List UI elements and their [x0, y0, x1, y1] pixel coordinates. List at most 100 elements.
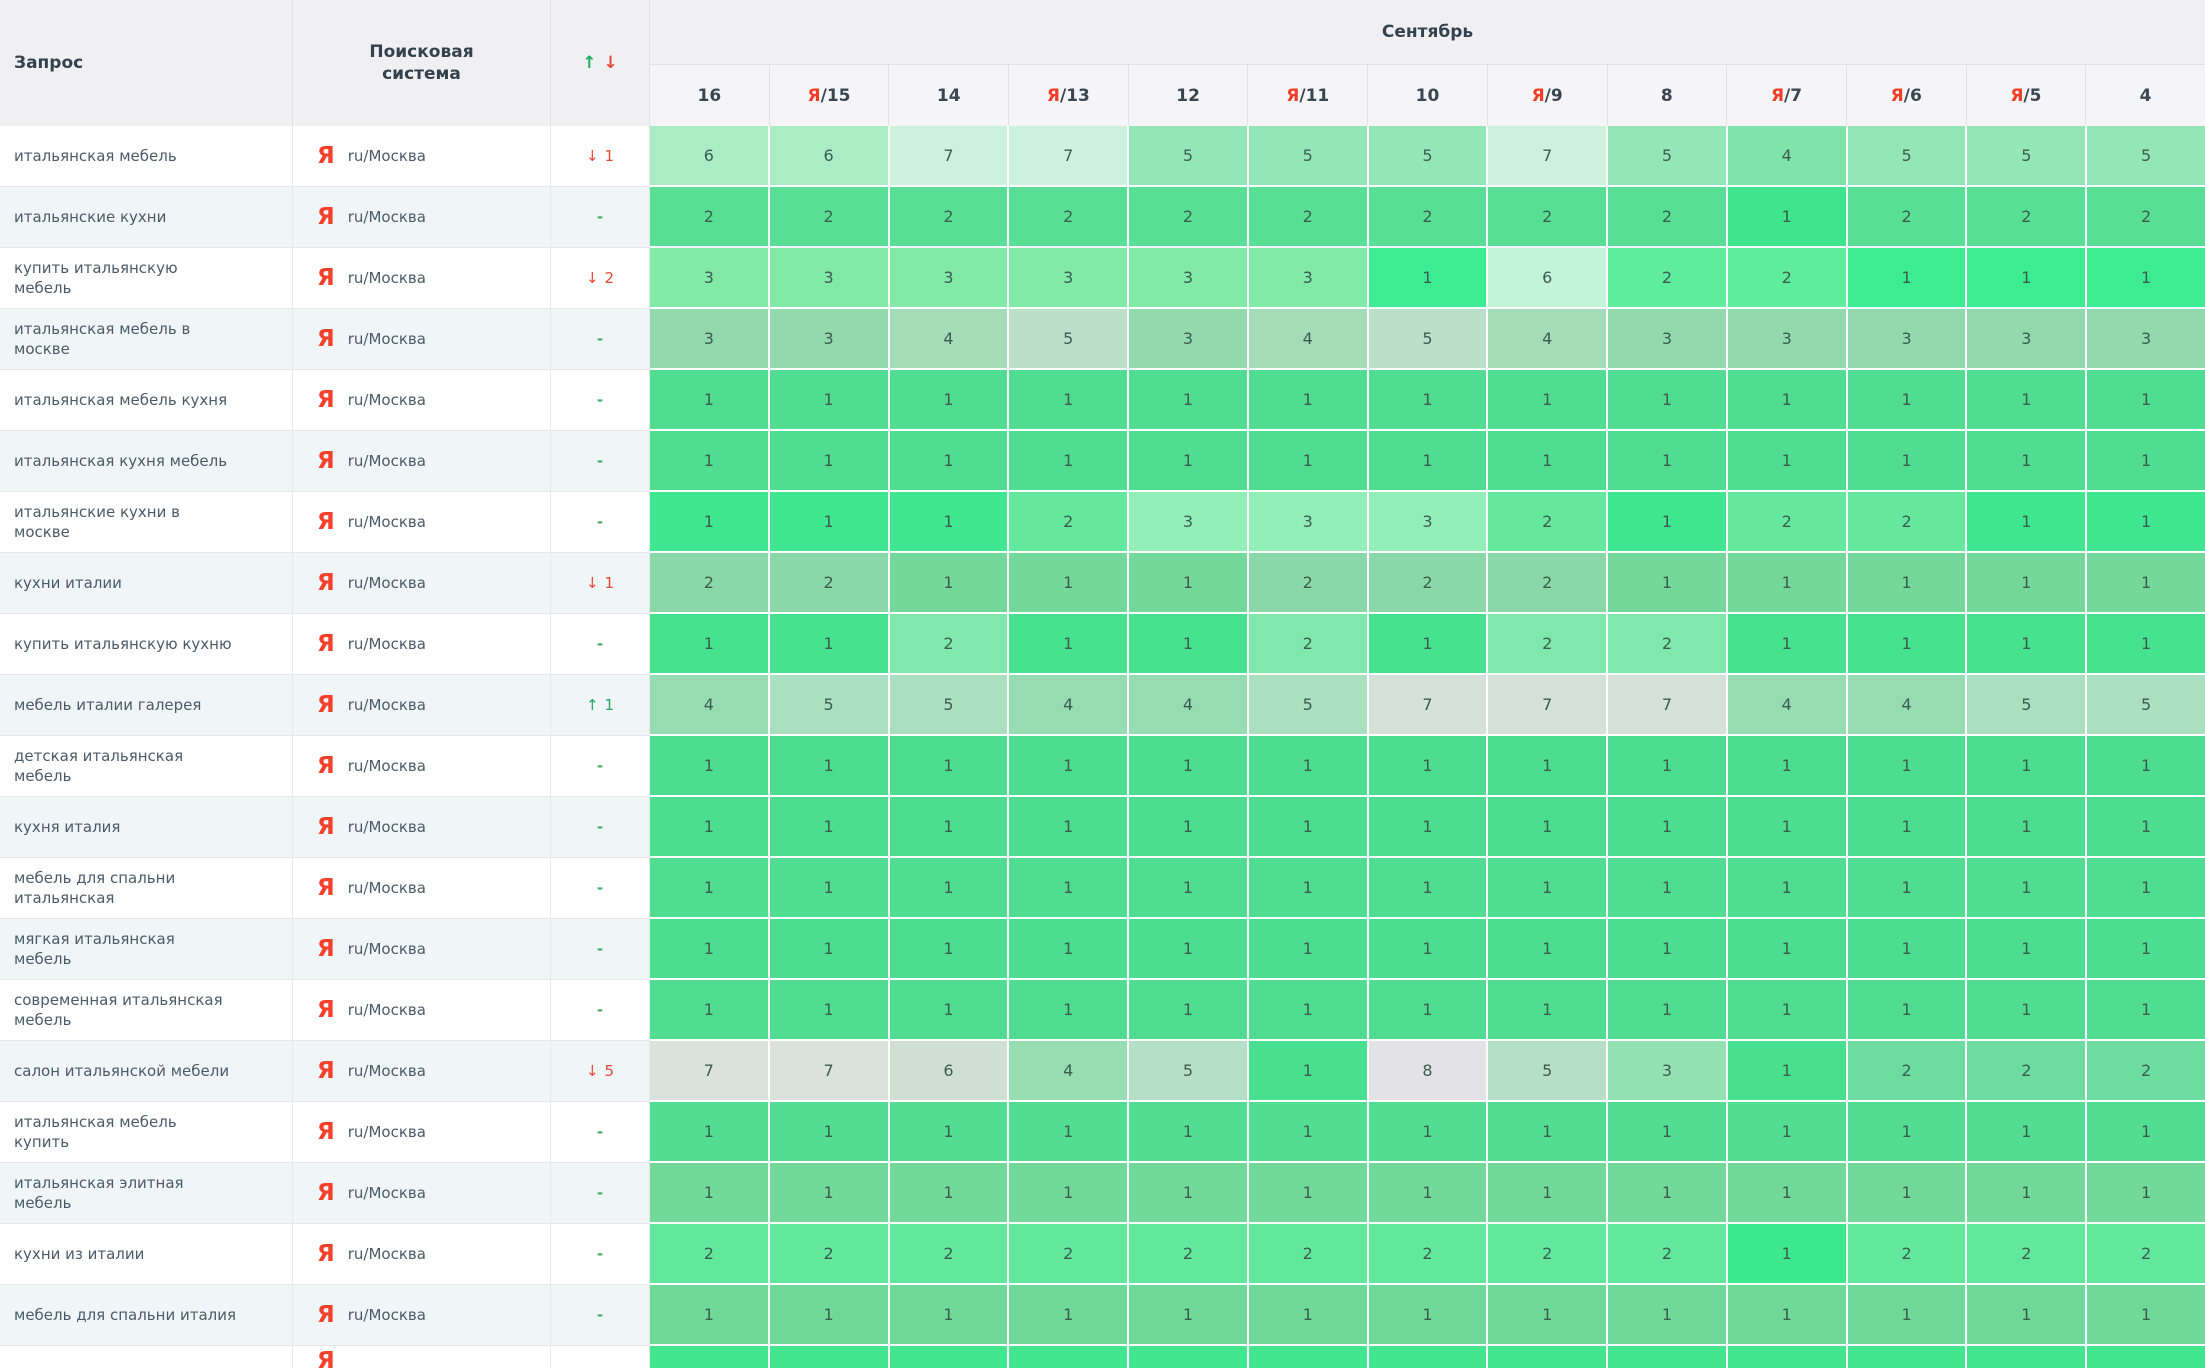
position-cell[interactable]: 1: [1129, 614, 1249, 675]
position-cell[interactable]: 1: [1727, 431, 1848, 492]
position-cell[interactable]: 2: [1847, 1041, 1968, 1102]
position-cell[interactable]: 1: [650, 431, 770, 492]
position-cell[interactable]: 2: [1368, 187, 1489, 248]
position-cell[interactable]: 1: [889, 370, 1010, 431]
position-cell[interactable]: 1: [2087, 248, 2205, 309]
position-cell[interactable]: 2: [1009, 1224, 1130, 1285]
position-cell[interactable]: 2: [889, 614, 1010, 675]
position-cell[interactable]: 3: [889, 248, 1010, 309]
position-cell[interactable]: 5: [1608, 126, 1728, 187]
position-cell[interactable]: 1: [769, 1102, 890, 1163]
position-cell[interactable]: 2: [1967, 1041, 2088, 1102]
position-cell[interactable]: 1: [1248, 919, 1369, 980]
position-cell[interactable]: 2: [769, 553, 890, 614]
query-cell[interactable]: детская итальянская мебель: [0, 736, 293, 797]
position-cell[interactable]: 1: [1368, 1102, 1489, 1163]
position-cell[interactable]: 1: [650, 980, 770, 1041]
position-cell[interactable]: 1: [889, 736, 1010, 797]
position-cell[interactable]: 1: [2087, 614, 2205, 675]
position-cell[interactable]: 1: [1009, 919, 1130, 980]
position-cell[interactable]: 2: [1847, 492, 1968, 553]
position-cell[interactable]: [1967, 1346, 2088, 1368]
date-column-header[interactable]: Я/5: [1967, 65, 2087, 126]
position-cell[interactable]: 4: [1248, 309, 1369, 370]
position-cell[interactable]: 2: [1967, 1224, 2088, 1285]
position-cell[interactable]: 1: [1368, 980, 1489, 1041]
position-cell[interactable]: 8: [1368, 1041, 1489, 1102]
position-cell[interactable]: 1: [1608, 858, 1728, 919]
position-cell[interactable]: 2: [1248, 187, 1369, 248]
position-cell[interactable]: 1: [1488, 1285, 1609, 1346]
position-cell[interactable]: 1: [1009, 980, 1130, 1041]
position-cell[interactable]: 2: [769, 1224, 890, 1285]
position-cell[interactable]: 1: [1248, 1285, 1369, 1346]
position-cell[interactable]: 1: [1847, 248, 1968, 309]
position-cell[interactable]: [889, 1346, 1010, 1368]
position-cell[interactable]: 2: [889, 1224, 1010, 1285]
position-cell[interactable]: 1: [1248, 858, 1369, 919]
position-cell[interactable]: 1: [769, 431, 890, 492]
position-cell[interactable]: 1: [1368, 919, 1489, 980]
position-cell[interactable]: 5: [1847, 126, 1968, 187]
position-cell[interactable]: 7: [1488, 126, 1609, 187]
position-cell[interactable]: 1: [1727, 858, 1848, 919]
position-cell[interactable]: 1: [1847, 919, 1968, 980]
position-cell[interactable]: 1: [1727, 614, 1848, 675]
position-cell[interactable]: 7: [1608, 675, 1728, 736]
position-cell[interactable]: 1: [1129, 858, 1249, 919]
position-cell[interactable]: 1: [1967, 1163, 2088, 1224]
position-cell[interactable]: 1: [889, 1102, 1010, 1163]
position-cell[interactable]: 1: [1488, 797, 1609, 858]
position-cell[interactable]: 1: [1727, 1224, 1848, 1285]
date-column-header[interactable]: Я/7: [1727, 65, 1847, 126]
position-cell[interactable]: 1: [1847, 553, 1968, 614]
position-cell[interactable]: 1: [1727, 980, 1848, 1041]
query-cell[interactable]: кухня италия: [0, 797, 293, 858]
position-cell[interactable]: 1: [1967, 1285, 2088, 1346]
position-cell[interactable]: 1: [769, 492, 890, 553]
date-column-header[interactable]: Я/9: [1488, 65, 1608, 126]
position-cell[interactable]: 1: [1129, 1163, 1249, 1224]
position-cell[interactable]: 1: [889, 553, 1010, 614]
position-cell[interactable]: 1: [1967, 1102, 2088, 1163]
position-cell[interactable]: 1: [1009, 1102, 1130, 1163]
date-column-header[interactable]: 12: [1129, 65, 1249, 126]
position-cell[interactable]: 5: [889, 675, 1010, 736]
position-cell[interactable]: 1: [1248, 1163, 1369, 1224]
query-cell[interactable]: итальянская мебель кухня: [0, 370, 293, 431]
position-cell[interactable]: 1: [1009, 553, 1130, 614]
position-cell[interactable]: 4: [1727, 126, 1848, 187]
change-column-header[interactable]: ↑ ↓: [551, 0, 650, 126]
position-cell[interactable]: 2: [1129, 187, 1249, 248]
position-cell[interactable]: 2: [1488, 1224, 1609, 1285]
position-cell[interactable]: 1: [1488, 858, 1609, 919]
position-cell[interactable]: 1: [1368, 370, 1489, 431]
position-cell[interactable]: [650, 1346, 770, 1368]
position-cell[interactable]: 4: [1727, 675, 1848, 736]
position-cell[interactable]: [769, 1346, 890, 1368]
position-cell[interactable]: 1: [1847, 370, 1968, 431]
date-column-header[interactable]: Я/11: [1248, 65, 1369, 126]
position-cell[interactable]: 3: [1129, 248, 1249, 309]
position-cell[interactable]: 3: [769, 248, 890, 309]
position-cell[interactable]: 4: [1847, 675, 1968, 736]
position-cell[interactable]: 1: [1727, 1285, 1848, 1346]
query-cell[interactable]: мягкая итальянская мебель: [0, 919, 293, 980]
position-cell[interactable]: 1: [889, 980, 1010, 1041]
position-cell[interactable]: 1: [2087, 431, 2205, 492]
position-cell[interactable]: 1: [1847, 431, 1968, 492]
position-cell[interactable]: 1: [1967, 858, 2088, 919]
position-cell[interactable]: 2: [1488, 187, 1609, 248]
position-cell[interactable]: 1: [650, 797, 770, 858]
position-cell[interactable]: 5: [2087, 126, 2205, 187]
query-cell[interactable]: итальянская кухня мебель: [0, 431, 293, 492]
position-cell[interactable]: 2: [1009, 492, 1130, 553]
position-cell[interactable]: 1: [650, 614, 770, 675]
position-cell[interactable]: 1: [1129, 370, 1249, 431]
position-cell[interactable]: 1: [1727, 553, 1848, 614]
position-cell[interactable]: 1: [889, 1285, 1010, 1346]
position-cell[interactable]: 1: [1727, 736, 1848, 797]
date-column-header[interactable]: 14: [889, 65, 1010, 126]
position-cell[interactable]: 3: [1608, 309, 1728, 370]
position-cell[interactable]: [1608, 1346, 1728, 1368]
